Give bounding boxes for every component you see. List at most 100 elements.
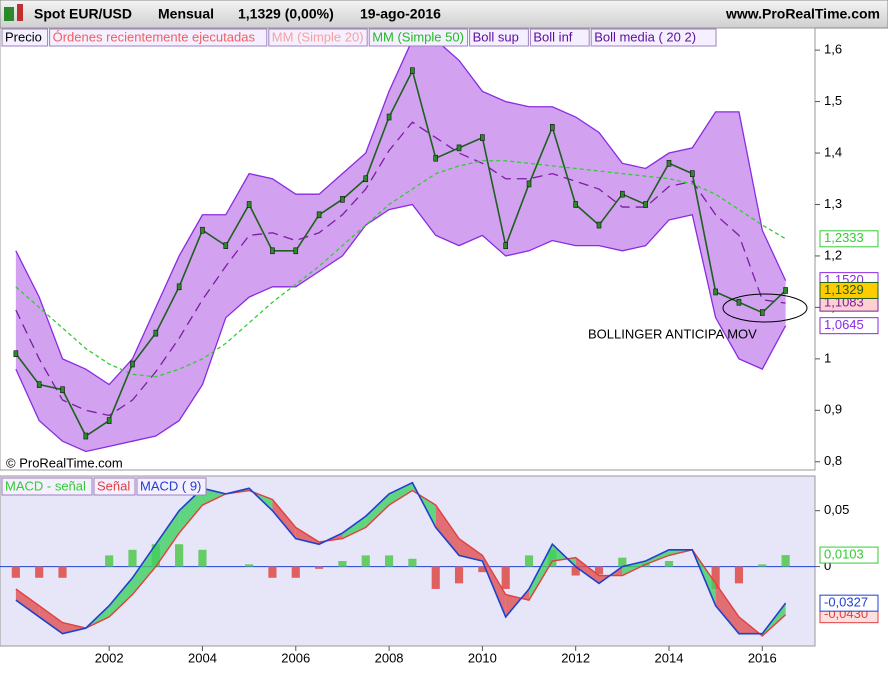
macd-fill xyxy=(435,505,460,556)
series-line xyxy=(15,121,786,417)
legend-entry: MM (Simple 50) xyxy=(372,29,464,44)
price-point xyxy=(480,134,485,141)
price-point xyxy=(340,196,345,203)
legend-entry: Boll inf xyxy=(533,29,572,44)
value-box xyxy=(819,281,879,299)
price-point xyxy=(153,329,159,337)
histogram-bar xyxy=(454,566,464,584)
y-tick-label: 1,2 xyxy=(824,247,842,262)
series-line xyxy=(15,481,787,635)
annotation: BOLLINGER ANTICIPA MOV xyxy=(588,326,757,341)
value-label: 1,0645 xyxy=(824,317,864,332)
y-tick-label: 1 xyxy=(824,350,831,365)
histogram-bar xyxy=(361,555,370,567)
legend-entry: MACD - señal xyxy=(5,478,86,493)
legend-box xyxy=(590,28,717,47)
histogram-bar xyxy=(408,558,417,567)
legend-entry: Señal xyxy=(97,478,130,493)
price-point xyxy=(83,432,89,440)
value-box xyxy=(819,546,879,564)
value-label: 1,2333 xyxy=(824,230,864,245)
macd-fill xyxy=(342,516,366,539)
legend-box xyxy=(93,477,136,496)
copyright: © ProRealTime.com xyxy=(6,455,123,470)
price-point xyxy=(246,201,252,208)
macd-fill xyxy=(529,544,553,601)
macd-fill xyxy=(622,561,646,576)
price-point xyxy=(503,242,509,249)
histogram-bar xyxy=(245,564,254,567)
macd-fill xyxy=(365,493,390,528)
macd-fill xyxy=(389,482,413,506)
macd-panel xyxy=(0,475,816,647)
x-tick-label: 2008 xyxy=(375,650,404,665)
value-label: -0,0327 xyxy=(824,595,868,610)
price-point xyxy=(410,67,415,75)
value-label: 1,1329 xyxy=(824,282,864,297)
y-tick-label: 1,4 xyxy=(824,144,842,159)
legend-box xyxy=(469,28,529,47)
price-point xyxy=(573,201,578,208)
value-label: 0,0103 xyxy=(824,547,864,562)
price-point xyxy=(690,170,695,177)
price-point xyxy=(223,242,229,249)
price-point xyxy=(433,154,439,162)
histogram-bar xyxy=(198,549,207,567)
histogram-bar xyxy=(268,566,277,578)
header-icon xyxy=(4,7,14,21)
x-tick-label: 2014 xyxy=(655,650,684,665)
macd-fill xyxy=(39,605,63,634)
symbol: Spot EUR/USD xyxy=(34,6,132,22)
x-tick-label: 2012 xyxy=(561,650,590,665)
value-box xyxy=(819,594,879,612)
legend-box xyxy=(49,28,268,47)
price-point xyxy=(666,160,672,167)
price-point xyxy=(13,350,19,358)
histogram-bar xyxy=(11,566,20,578)
price-point xyxy=(270,247,275,255)
site: www.ProRealTime.com xyxy=(725,6,880,22)
price-point xyxy=(456,144,462,152)
x-tick-label: 2016 xyxy=(748,650,777,665)
legend-box xyxy=(268,28,368,47)
macd-fill xyxy=(715,583,739,634)
legend-box xyxy=(136,477,207,496)
macd-fill xyxy=(575,557,600,584)
price-point xyxy=(130,360,135,368)
histogram-bar xyxy=(338,561,347,567)
legend-entry: MACD ( 9) xyxy=(140,478,201,493)
histogram-bar xyxy=(175,544,184,567)
quote: 1,1329 (0,00%) xyxy=(238,6,334,22)
price-point xyxy=(783,287,788,294)
histogram-bar xyxy=(431,566,440,589)
series-line xyxy=(15,39,787,386)
x-tick-label: 2006 xyxy=(281,650,310,665)
macd-fill xyxy=(109,577,133,617)
histogram-bar xyxy=(571,566,580,576)
price-point xyxy=(759,309,765,316)
price-point xyxy=(713,288,718,296)
legend-entry: MM (Simple 20) xyxy=(272,29,364,44)
price-point xyxy=(316,211,322,219)
macd-fill xyxy=(62,622,86,634)
histogram-bar xyxy=(734,566,744,584)
histogram-bar xyxy=(478,566,487,573)
macd-fill xyxy=(15,588,40,617)
series-line xyxy=(15,203,787,453)
macd-fill xyxy=(272,499,296,539)
y-tick-label: 0 xyxy=(824,558,831,573)
legend-entry: Boll media ( 20 2) xyxy=(594,29,696,44)
histogram-bar xyxy=(501,566,510,589)
histogram-bar xyxy=(524,555,534,567)
price-point xyxy=(106,417,112,424)
histogram-bar xyxy=(384,555,394,567)
x-tick-label: 2010 xyxy=(468,650,497,665)
legend-box xyxy=(1,28,49,47)
band-fill xyxy=(15,39,786,452)
macd-fill xyxy=(179,488,203,534)
value-box xyxy=(819,317,879,335)
histogram-bar xyxy=(781,555,790,567)
price-point xyxy=(526,180,532,188)
y-tick-label: 1,6 xyxy=(824,42,842,57)
